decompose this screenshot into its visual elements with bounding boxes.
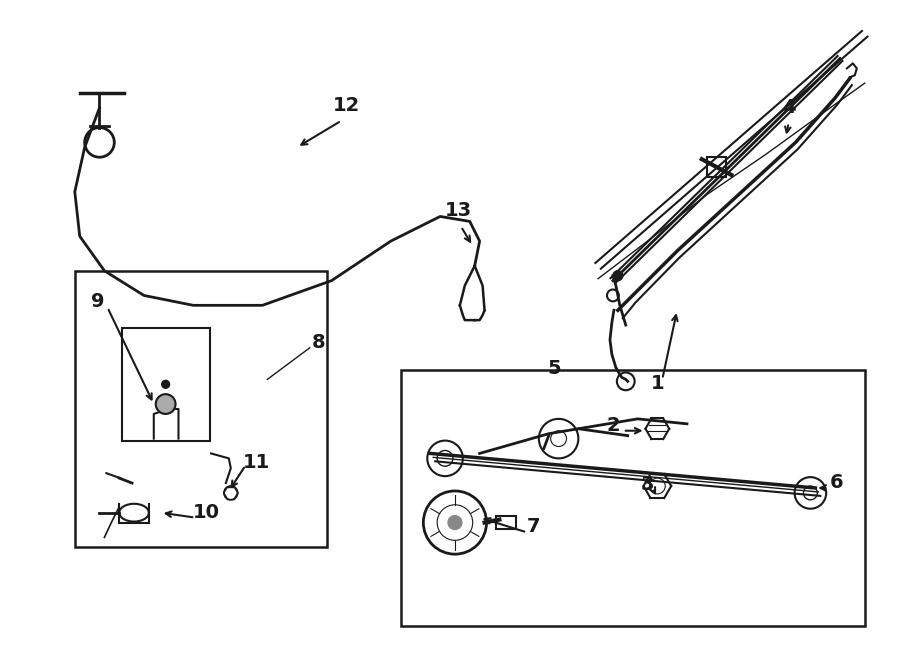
Text: 10: 10 bbox=[194, 502, 220, 522]
Text: 6: 6 bbox=[830, 473, 844, 492]
Circle shape bbox=[156, 394, 176, 414]
Circle shape bbox=[448, 516, 462, 529]
Bar bbox=[706, 157, 726, 177]
Text: 9: 9 bbox=[91, 292, 104, 311]
Text: 8: 8 bbox=[311, 332, 326, 352]
Text: 11: 11 bbox=[243, 453, 270, 472]
Text: 1: 1 bbox=[651, 374, 664, 393]
Bar bbox=[497, 516, 517, 529]
Text: 5: 5 bbox=[548, 360, 562, 379]
Circle shape bbox=[162, 380, 169, 388]
Bar bbox=[400, 369, 865, 626]
Text: 12: 12 bbox=[333, 96, 360, 115]
Text: 7: 7 bbox=[527, 518, 541, 537]
Text: 4: 4 bbox=[782, 98, 796, 117]
Bar bbox=[75, 271, 327, 547]
Text: 13: 13 bbox=[445, 202, 472, 221]
Text: 2: 2 bbox=[607, 416, 620, 435]
Text: 3: 3 bbox=[641, 475, 654, 494]
Circle shape bbox=[613, 271, 623, 281]
